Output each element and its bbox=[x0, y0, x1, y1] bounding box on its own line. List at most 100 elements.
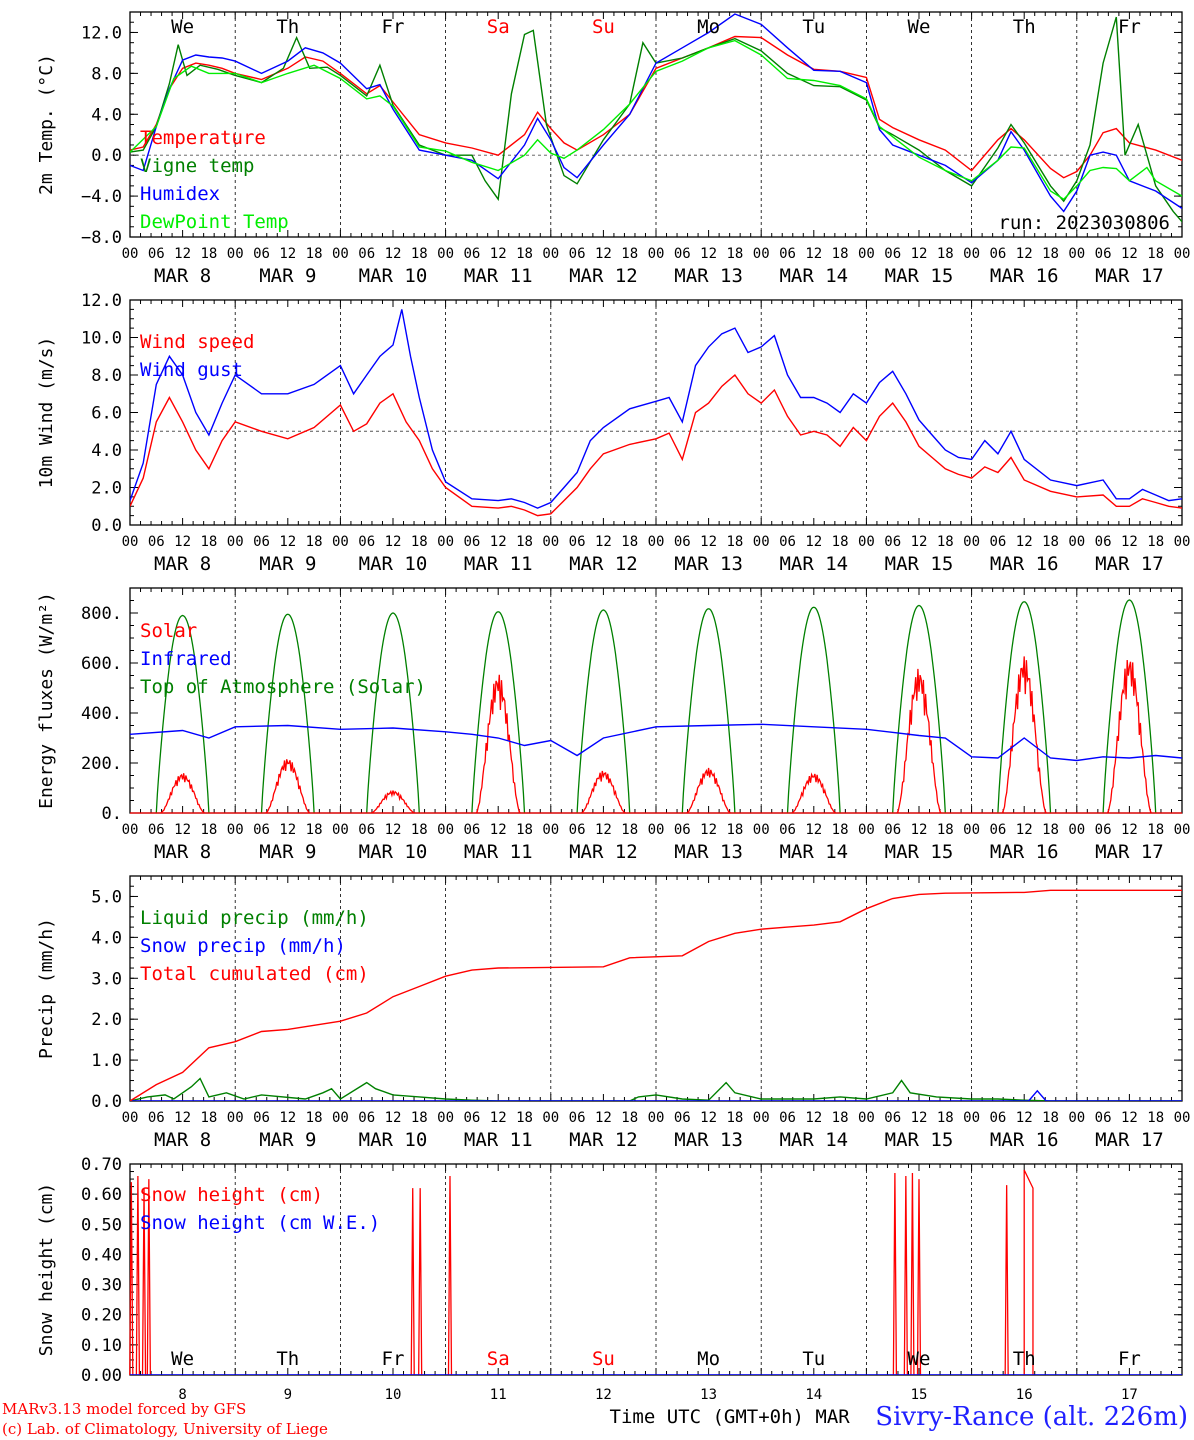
energy-hour-label: 00 bbox=[437, 822, 454, 838]
snow-day-abbr: Su bbox=[592, 1348, 615, 1370]
precip-hour-label: 06 bbox=[569, 1110, 586, 1126]
temp-hour-label: 12 bbox=[385, 246, 402, 262]
precip-hour-label: 00 bbox=[227, 1110, 244, 1126]
snow-day-number: 9 bbox=[284, 1387, 292, 1403]
wind-hour-label: 18 bbox=[1147, 534, 1164, 550]
day-abbr-label: We bbox=[171, 16, 194, 38]
toa-solar-line bbox=[471, 611, 526, 813]
wind-ytick-label: 10.0 bbox=[81, 329, 122, 349]
snow-day-abbr: Mo bbox=[697, 1348, 720, 1370]
temp-hour-label: 18 bbox=[200, 246, 217, 262]
snow-day-abbr: Fr bbox=[382, 1348, 405, 1370]
wind-hour-label: 06 bbox=[674, 534, 691, 550]
wind-hour-label: 06 bbox=[253, 534, 270, 550]
temp-hour-label: 00 bbox=[332, 246, 349, 262]
precip-hour-label: 00 bbox=[858, 1110, 875, 1126]
temp-hour-label: 18 bbox=[1147, 246, 1164, 262]
temp-hour-label: 06 bbox=[148, 246, 165, 262]
precip-hour-label: 18 bbox=[306, 1110, 323, 1126]
precip-date-label: MAR 10 bbox=[359, 1129, 428, 1151]
temp-date-label: MAR 10 bbox=[359, 265, 428, 287]
wind-hour-label: 12 bbox=[805, 534, 822, 550]
snow-day-abbr: Sa bbox=[487, 1348, 510, 1370]
snow-day-number: 16 bbox=[1016, 1387, 1033, 1403]
energy-date-label: MAR 8 bbox=[154, 841, 211, 863]
day-abbr-label: Sa bbox=[487, 16, 510, 38]
temp-hour-label: 12 bbox=[911, 246, 928, 262]
precip-date-label: MAR 17 bbox=[1095, 1129, 1164, 1151]
precip-hour-label: 06 bbox=[674, 1110, 691, 1126]
wind-hour-label: 00 bbox=[858, 534, 875, 550]
snow-spike bbox=[418, 1188, 423, 1376]
precip-hour-label: 12 bbox=[911, 1110, 928, 1126]
precip-hour-label: 12 bbox=[805, 1110, 822, 1126]
precip-hour-label: 00 bbox=[648, 1110, 665, 1126]
energy-hour-label: 18 bbox=[832, 822, 849, 838]
snow-day-number: 13 bbox=[700, 1387, 717, 1403]
wind-hour-label: 00 bbox=[122, 534, 139, 550]
precip-hour-label: 00 bbox=[542, 1110, 559, 1126]
solar-line bbox=[686, 767, 731, 813]
snow-spike bbox=[910, 1173, 915, 1376]
wind-hour-label: 00 bbox=[1068, 534, 1085, 550]
snow-ytick-label: 0.00 bbox=[81, 1366, 122, 1386]
energy-hour-label: 06 bbox=[253, 822, 270, 838]
wind-date-label: MAR 11 bbox=[464, 553, 533, 575]
wind-hour-label: 00 bbox=[227, 534, 244, 550]
precip-hour-label: 12 bbox=[490, 1110, 507, 1126]
snow-day-abbr: Tu bbox=[802, 1348, 825, 1370]
solar-line bbox=[1106, 659, 1152, 813]
temp-hour-label: 12 bbox=[1016, 246, 1033, 262]
snow-panel: 0.00 0.10 0.20 0.30 0.40 0.50 0.60 0.70 Snow hei… bbox=[36, 1155, 1183, 1386]
energy-date-label: MAR 9 bbox=[259, 841, 316, 863]
x-axis-label: Time UTC (GMT+0h) MAR bbox=[610, 1406, 851, 1428]
solar-line bbox=[265, 759, 311, 813]
precip-hour-label: 12 bbox=[595, 1110, 612, 1126]
snow-ytick-label: 0.10 bbox=[81, 1336, 122, 1356]
precip-hour-label: 18 bbox=[516, 1110, 533, 1126]
temp-ytick-label: 12.0 bbox=[81, 23, 122, 43]
wind-hour-label: 00 bbox=[332, 534, 349, 550]
toa-solar-line bbox=[892, 604, 946, 813]
snow-day-number: 15 bbox=[911, 1387, 928, 1403]
wind-hour-label: 06 bbox=[358, 534, 375, 550]
temp-hour-label: 06 bbox=[674, 246, 691, 262]
snow-ytick-label: 0.40 bbox=[81, 1245, 122, 1265]
energy-hour-label: 18 bbox=[306, 822, 323, 838]
energy-frame bbox=[129, 587, 1183, 814]
wind-hour-label: 12 bbox=[700, 534, 717, 550]
toa-solar-line bbox=[997, 601, 1052, 813]
wind-date-label: MAR 9 bbox=[259, 553, 316, 575]
temp-ytick-label: −8.0 bbox=[81, 228, 122, 248]
wind-hour-label: 12 bbox=[174, 534, 191, 550]
precip-date-label: MAR 8 bbox=[154, 1129, 211, 1151]
precip-hour-label: 06 bbox=[358, 1110, 375, 1126]
snow-day-number: 10 bbox=[385, 1387, 402, 1403]
temp-hour-label: 06 bbox=[358, 246, 375, 262]
temp-ytick-label: −4.0 bbox=[81, 187, 122, 207]
temp-date-label: MAR 9 bbox=[259, 265, 316, 287]
energy-hour-label: 06 bbox=[884, 822, 901, 838]
precip-hour-label: 18 bbox=[1147, 1110, 1164, 1126]
energy-hour-label: 00 bbox=[963, 822, 980, 838]
wind-date-label: MAR 12 bbox=[569, 553, 638, 575]
temp-date-label: MAR 12 bbox=[569, 265, 638, 287]
energy-hour-label: 06 bbox=[989, 822, 1006, 838]
run-label: run: 2023030806 bbox=[998, 212, 1170, 234]
temp-hour-label: 18 bbox=[1042, 246, 1059, 262]
toa-solar-line bbox=[260, 613, 315, 813]
energy-hour-label: 12 bbox=[595, 822, 612, 838]
energy-hour-label: 12 bbox=[279, 822, 296, 838]
energy-date-label: MAR 11 bbox=[464, 841, 533, 863]
energy-hour-label: 00 bbox=[332, 822, 349, 838]
temp-date-label: MAR 8 bbox=[154, 265, 211, 287]
temp-legend-entry: Vigne temp bbox=[140, 155, 254, 177]
precip-hour-label: 00 bbox=[963, 1110, 980, 1126]
snow-day-abbr: We bbox=[171, 1348, 194, 1370]
wind-hour-label: 12 bbox=[1121, 534, 1138, 550]
temp-ytick-label: 4.0 bbox=[91, 105, 122, 125]
temp-date-label: MAR 13 bbox=[674, 265, 743, 287]
energy-date-label: MAR 10 bbox=[359, 841, 428, 863]
precip-hour-label: 00 bbox=[437, 1110, 454, 1126]
precip-date-label: MAR 9 bbox=[259, 1129, 316, 1151]
